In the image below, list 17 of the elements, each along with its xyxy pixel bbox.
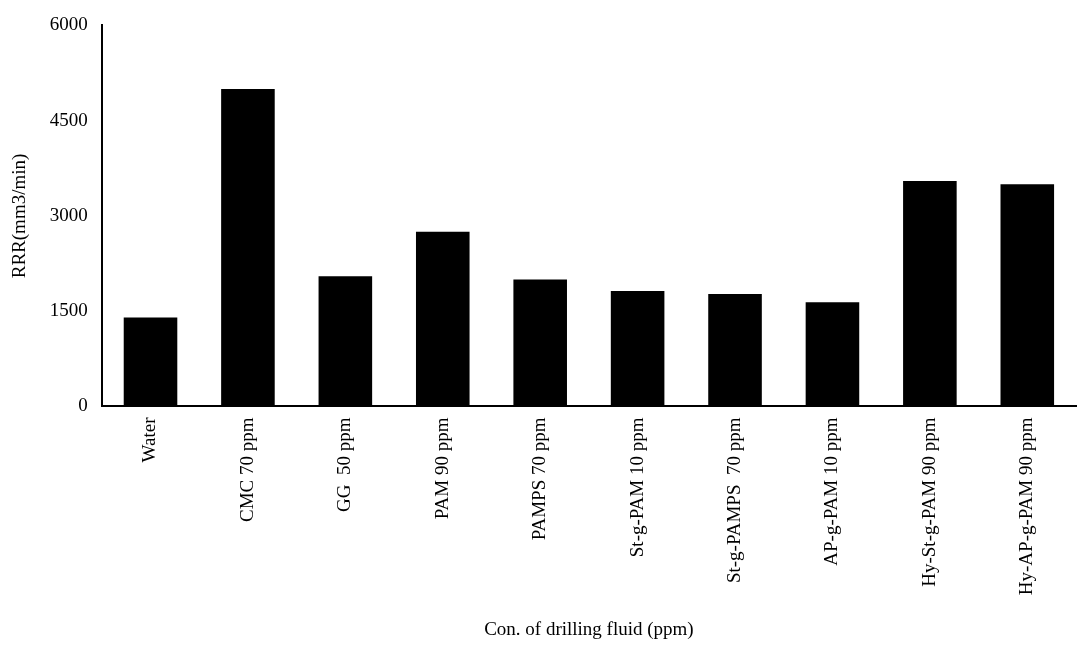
x-tick-label: PAM 90 ppm [430,417,452,520]
y-tick-label: 0 [78,394,88,416]
x-tick-label: St-g-PAM 10 ppm [625,417,647,558]
x-tick-label: PAMPS 70 ppm [528,417,550,541]
x-tick-label: GG 50 ppm [333,417,355,512]
x-axis-title: Con. of drilling fluid (ppm) [484,617,694,640]
x-tick-label: Hy-St-g-PAM 90 ppm [917,417,939,587]
y-tick-label: 1500 [49,299,88,321]
x-tick-label: St-g-PAMPS 70 ppm [723,417,745,584]
x-tick-label: Water [138,416,160,463]
y-tick-label: 3000 [49,203,88,225]
x-tick-label: CMC 70 ppm [235,417,257,523]
y-tick-label: 6000 [49,13,88,35]
y-axis-title: RRR(mm3/min) [8,153,31,279]
x-tick-label: AP-g-PAM 10 ppm [820,417,842,566]
x-tick-label: Hy-AP-g-PAM 90 ppm [1015,417,1037,596]
y-tick-label: 4500 [49,108,88,130]
